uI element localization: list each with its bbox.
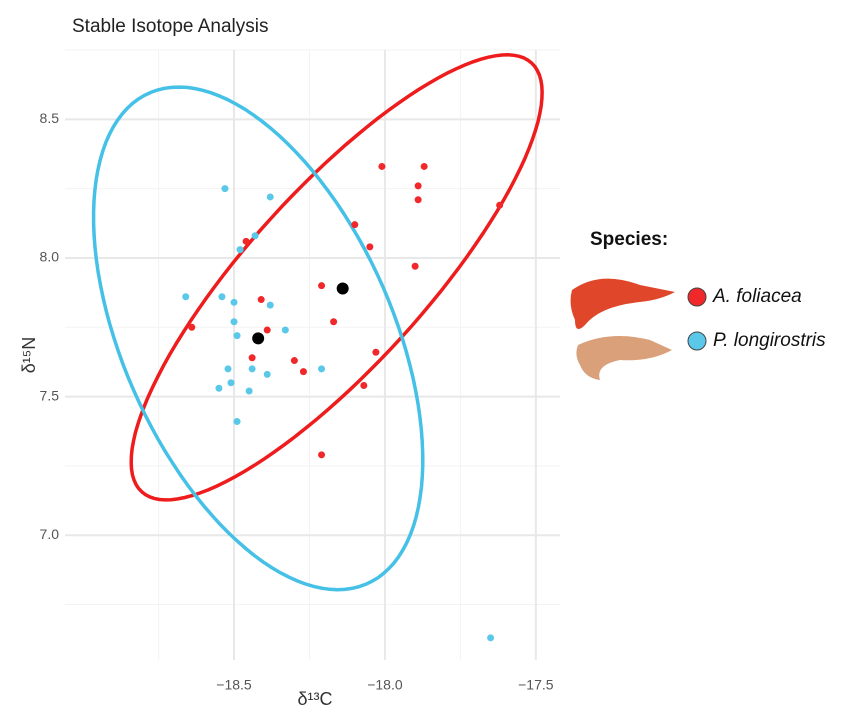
point: [351, 221, 358, 228]
y-tick-label: 8.0: [40, 249, 60, 265]
point: [318, 282, 325, 289]
point: [415, 182, 422, 189]
point: [267, 193, 274, 200]
point: [412, 263, 419, 270]
y-tick-label: 7.0: [40, 526, 60, 542]
y-axis-label: δ¹⁵N: [19, 337, 39, 373]
point: [318, 365, 325, 372]
point: [228, 379, 235, 386]
legend-label: P. longirostris: [713, 330, 826, 351]
point: [378, 163, 385, 170]
point: [234, 418, 241, 425]
point: [372, 349, 379, 356]
point: [249, 354, 256, 361]
legend-title: Species:: [590, 229, 668, 250]
legend-swatch: [688, 288, 706, 306]
point: [182, 293, 189, 300]
chart-title: Stable Isotope Analysis: [72, 16, 268, 37]
point: [188, 324, 195, 331]
point: [243, 238, 250, 245]
point: [330, 318, 337, 325]
point: [300, 368, 307, 375]
point: [252, 232, 259, 239]
point: [246, 388, 253, 395]
point: [291, 357, 298, 364]
y-tick-label: 8.5: [40, 110, 60, 126]
point: [221, 185, 228, 192]
point: [258, 296, 265, 303]
point: [237, 246, 244, 253]
point: [415, 196, 422, 203]
point: [231, 318, 238, 325]
point: [215, 385, 222, 392]
point: [366, 243, 373, 250]
point: [234, 332, 241, 339]
chart: Stable Isotope Analysis δ¹³C δ¹⁵N −18.5 −…: [0, 0, 847, 713]
point: [360, 382, 367, 389]
point: [282, 327, 289, 334]
point: [264, 371, 271, 378]
mean-point: [337, 282, 349, 294]
point: [218, 293, 225, 300]
x-axis-label: δ¹³C: [297, 689, 332, 709]
point: [267, 302, 274, 309]
point: [496, 202, 503, 209]
mean-point: [252, 332, 264, 344]
x-tick-label: −17.5: [518, 677, 554, 693]
x-tick-label: −18.5: [216, 677, 252, 693]
y-tick-label: 7.5: [40, 387, 60, 403]
legend-label: A. foliacea: [712, 286, 802, 307]
point: [264, 327, 271, 334]
point: [421, 163, 428, 170]
point: [487, 634, 494, 641]
x-tick-label: −18.0: [367, 677, 403, 693]
point: [249, 365, 256, 372]
point: [318, 451, 325, 458]
legend-swatch: [688, 332, 706, 350]
point: [231, 299, 238, 306]
point: [224, 365, 231, 372]
